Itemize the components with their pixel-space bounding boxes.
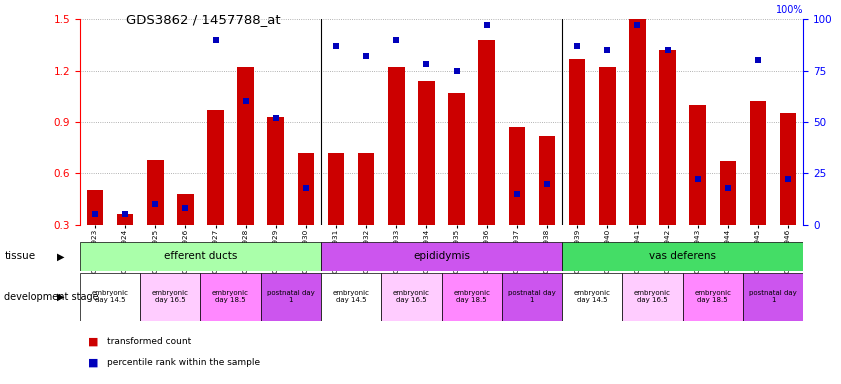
Text: ■: ■	[88, 358, 98, 368]
Point	[299, 185, 313, 191]
Bar	[502, 273, 562, 321]
Bar	[207, 110, 224, 225]
Text: 100%: 100%	[775, 5, 803, 15]
Point	[631, 22, 644, 28]
Bar	[147, 160, 163, 225]
Bar	[321, 273, 381, 321]
Text: ▶: ▶	[57, 251, 65, 262]
Point	[661, 47, 674, 53]
Point	[781, 176, 795, 182]
Bar	[261, 273, 321, 321]
Point	[88, 211, 102, 217]
Bar	[622, 273, 683, 321]
Text: postnatal day
1: postnatal day 1	[508, 290, 556, 303]
Bar	[749, 101, 766, 225]
Bar	[562, 242, 803, 271]
Text: ▶: ▶	[57, 291, 65, 302]
Text: embryonic
day 16.5: embryonic day 16.5	[152, 290, 188, 303]
Point	[450, 68, 463, 74]
Text: percentile rank within the sample: percentile rank within the sample	[107, 358, 260, 367]
Text: ■: ■	[88, 337, 98, 347]
Point	[149, 201, 162, 207]
Text: embryonic
day 16.5: embryonic day 16.5	[393, 290, 430, 303]
Text: epididymis: epididymis	[413, 251, 470, 262]
Bar	[358, 153, 374, 225]
Point	[178, 205, 192, 211]
Bar	[743, 273, 803, 321]
Text: embryonic
day 18.5: embryonic day 18.5	[453, 290, 490, 303]
Text: vas deferens: vas deferens	[649, 251, 717, 262]
Bar	[539, 136, 555, 225]
Point	[239, 98, 252, 104]
Text: embryonic
day 18.5: embryonic day 18.5	[695, 290, 731, 303]
Text: embryonic
day 14.5: embryonic day 14.5	[92, 290, 129, 303]
Bar	[479, 40, 495, 225]
Point	[691, 176, 705, 182]
Point	[389, 37, 403, 43]
Bar	[690, 105, 706, 225]
Bar	[780, 113, 796, 225]
Bar	[177, 194, 193, 225]
Bar	[237, 67, 254, 225]
Bar	[200, 273, 261, 321]
Bar	[328, 153, 344, 225]
Point	[269, 115, 283, 121]
Bar	[381, 273, 442, 321]
Bar	[448, 93, 465, 225]
Point	[480, 22, 494, 28]
Point	[359, 53, 373, 59]
Bar	[388, 67, 405, 225]
Text: embryonic
day 16.5: embryonic day 16.5	[634, 290, 671, 303]
Bar	[80, 242, 321, 271]
Point	[540, 180, 553, 187]
Text: embryonic
day 18.5: embryonic day 18.5	[212, 290, 249, 303]
Text: transformed count: transformed count	[107, 337, 191, 346]
Bar	[321, 242, 562, 271]
Bar	[267, 117, 284, 225]
Bar	[509, 127, 525, 225]
Point	[330, 43, 343, 49]
Bar	[418, 81, 435, 225]
Point	[721, 185, 734, 191]
Bar	[562, 273, 622, 321]
Point	[510, 191, 524, 197]
Bar	[80, 273, 140, 321]
Bar	[659, 50, 676, 225]
Text: postnatal day
1: postnatal day 1	[267, 290, 315, 303]
Text: postnatal day
1: postnatal day 1	[749, 290, 797, 303]
Bar	[683, 273, 743, 321]
Text: tissue: tissue	[4, 251, 35, 262]
Text: embryonic
day 14.5: embryonic day 14.5	[574, 290, 611, 303]
Point	[420, 61, 433, 68]
Bar	[720, 161, 736, 225]
Point	[119, 211, 132, 217]
Text: development stage: development stage	[4, 291, 99, 302]
Bar	[117, 214, 134, 225]
Point	[209, 37, 222, 43]
Bar	[298, 153, 315, 225]
Text: GDS3862 / 1457788_at: GDS3862 / 1457788_at	[126, 13, 281, 26]
Bar	[442, 273, 502, 321]
Text: efferent ducts: efferent ducts	[164, 251, 237, 262]
Point	[600, 47, 614, 53]
Bar	[599, 67, 616, 225]
Bar	[87, 190, 103, 225]
Bar	[629, 19, 646, 225]
Bar	[569, 59, 585, 225]
Text: embryonic
day 14.5: embryonic day 14.5	[333, 290, 369, 303]
Point	[570, 43, 584, 49]
Bar	[140, 273, 200, 321]
Point	[751, 57, 764, 63]
